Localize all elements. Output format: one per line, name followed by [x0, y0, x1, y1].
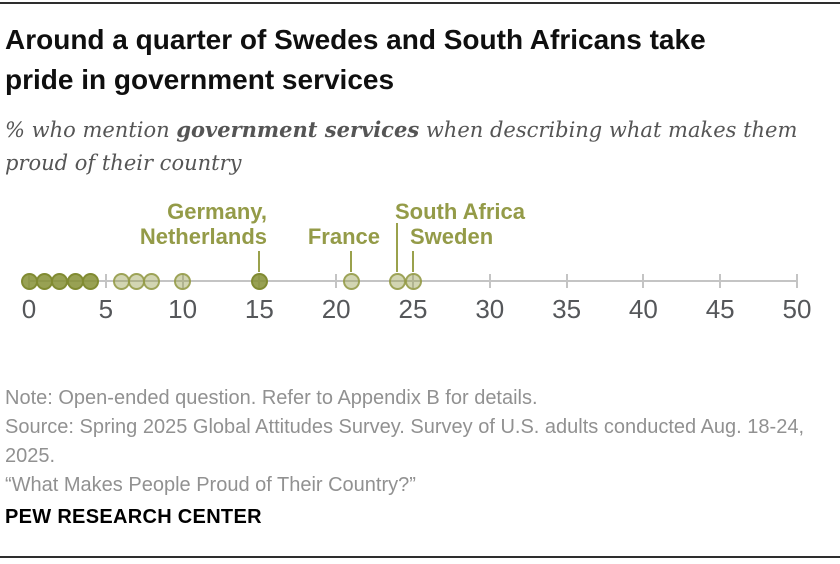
data-point: [20, 272, 38, 290]
footnote-block: Note: Open-ended question. Refer to Appe…: [5, 384, 820, 500]
axis-tick-label: 5: [98, 294, 114, 324]
axis-tick-label: 50: [782, 294, 812, 324]
axis-tick-label: 15: [244, 294, 274, 324]
axis-tick-label: 0: [21, 294, 37, 324]
subtitle-line-2: proud of their country: [5, 151, 242, 175]
data-point: [343, 272, 361, 290]
page-title: Around a quarter of Swedes and South Afr…: [5, 20, 837, 100]
title-line-2: pride in government services: [5, 64, 395, 95]
axis-tick: [719, 274, 722, 288]
source-text-line1: Source: Spring 2025 Global Attitudes Sur…: [5, 416, 804, 438]
callout-germany-line2: Netherlands: [139, 224, 267, 249]
chart-subtitle: % who mention government services when d…: [5, 113, 817, 180]
axis-tick-label: 10: [168, 294, 198, 324]
source-text-line2: 2025.: [5, 445, 56, 467]
subtitle-rest: when describing what makes them: [419, 118, 798, 142]
axis-tick: [488, 274, 491, 288]
data-point: [143, 272, 161, 290]
axis-tick: [565, 274, 568, 288]
top-rule: [0, 2, 840, 4]
axis-tick: [104, 274, 107, 288]
report-quote: “What Makes People Proud of Their Countr…: [5, 474, 416, 496]
leader-line-sweden: [412, 251, 414, 272]
callout-sweden: Sweden: [410, 224, 494, 249]
bottom-rule: [0, 556, 840, 558]
data-point: [174, 272, 192, 290]
subtitle-bold-term: government services: [176, 117, 420, 142]
leader-line-germany-netherlands: [258, 251, 260, 272]
leader-line-south-africa: [396, 223, 398, 272]
pew-research-center-wordmark: PEW RESEARCH CENTER: [5, 506, 262, 528]
axis-tick-label: 35: [552, 294, 582, 324]
axis-tick-label: 30: [475, 294, 505, 324]
data-point: [81, 272, 99, 290]
data-point: [389, 272, 407, 290]
leader-line-france: [350, 251, 352, 272]
note-text: Note: Open-ended question. Refer to Appe…: [5, 387, 538, 409]
axis-tick-label: 40: [628, 294, 658, 324]
callout-germany-line1: Germany,: [167, 199, 267, 224]
title-line-1: Around a quarter of Swedes and South Afr…: [5, 24, 706, 55]
data-point: [404, 272, 422, 290]
data-point: [51, 272, 69, 290]
axis-tick: [796, 274, 798, 288]
axis-tick: [335, 274, 338, 288]
callout-france: France: [307, 224, 380, 249]
axis-tick-label: 25: [398, 294, 428, 324]
axis-tick: [642, 274, 645, 288]
callout-south-africa: South Africa: [395, 199, 525, 224]
plot-area: Germany, Netherlands France South Africa …: [0, 190, 840, 340]
axis-tick-label: 20: [321, 294, 351, 324]
callout-germany-netherlands: Germany, Netherlands: [140, 199, 267, 249]
axis-tick-label: 45: [705, 294, 735, 324]
subtitle-prefix: % who mention: [5, 118, 177, 142]
data-point: [250, 272, 268, 290]
